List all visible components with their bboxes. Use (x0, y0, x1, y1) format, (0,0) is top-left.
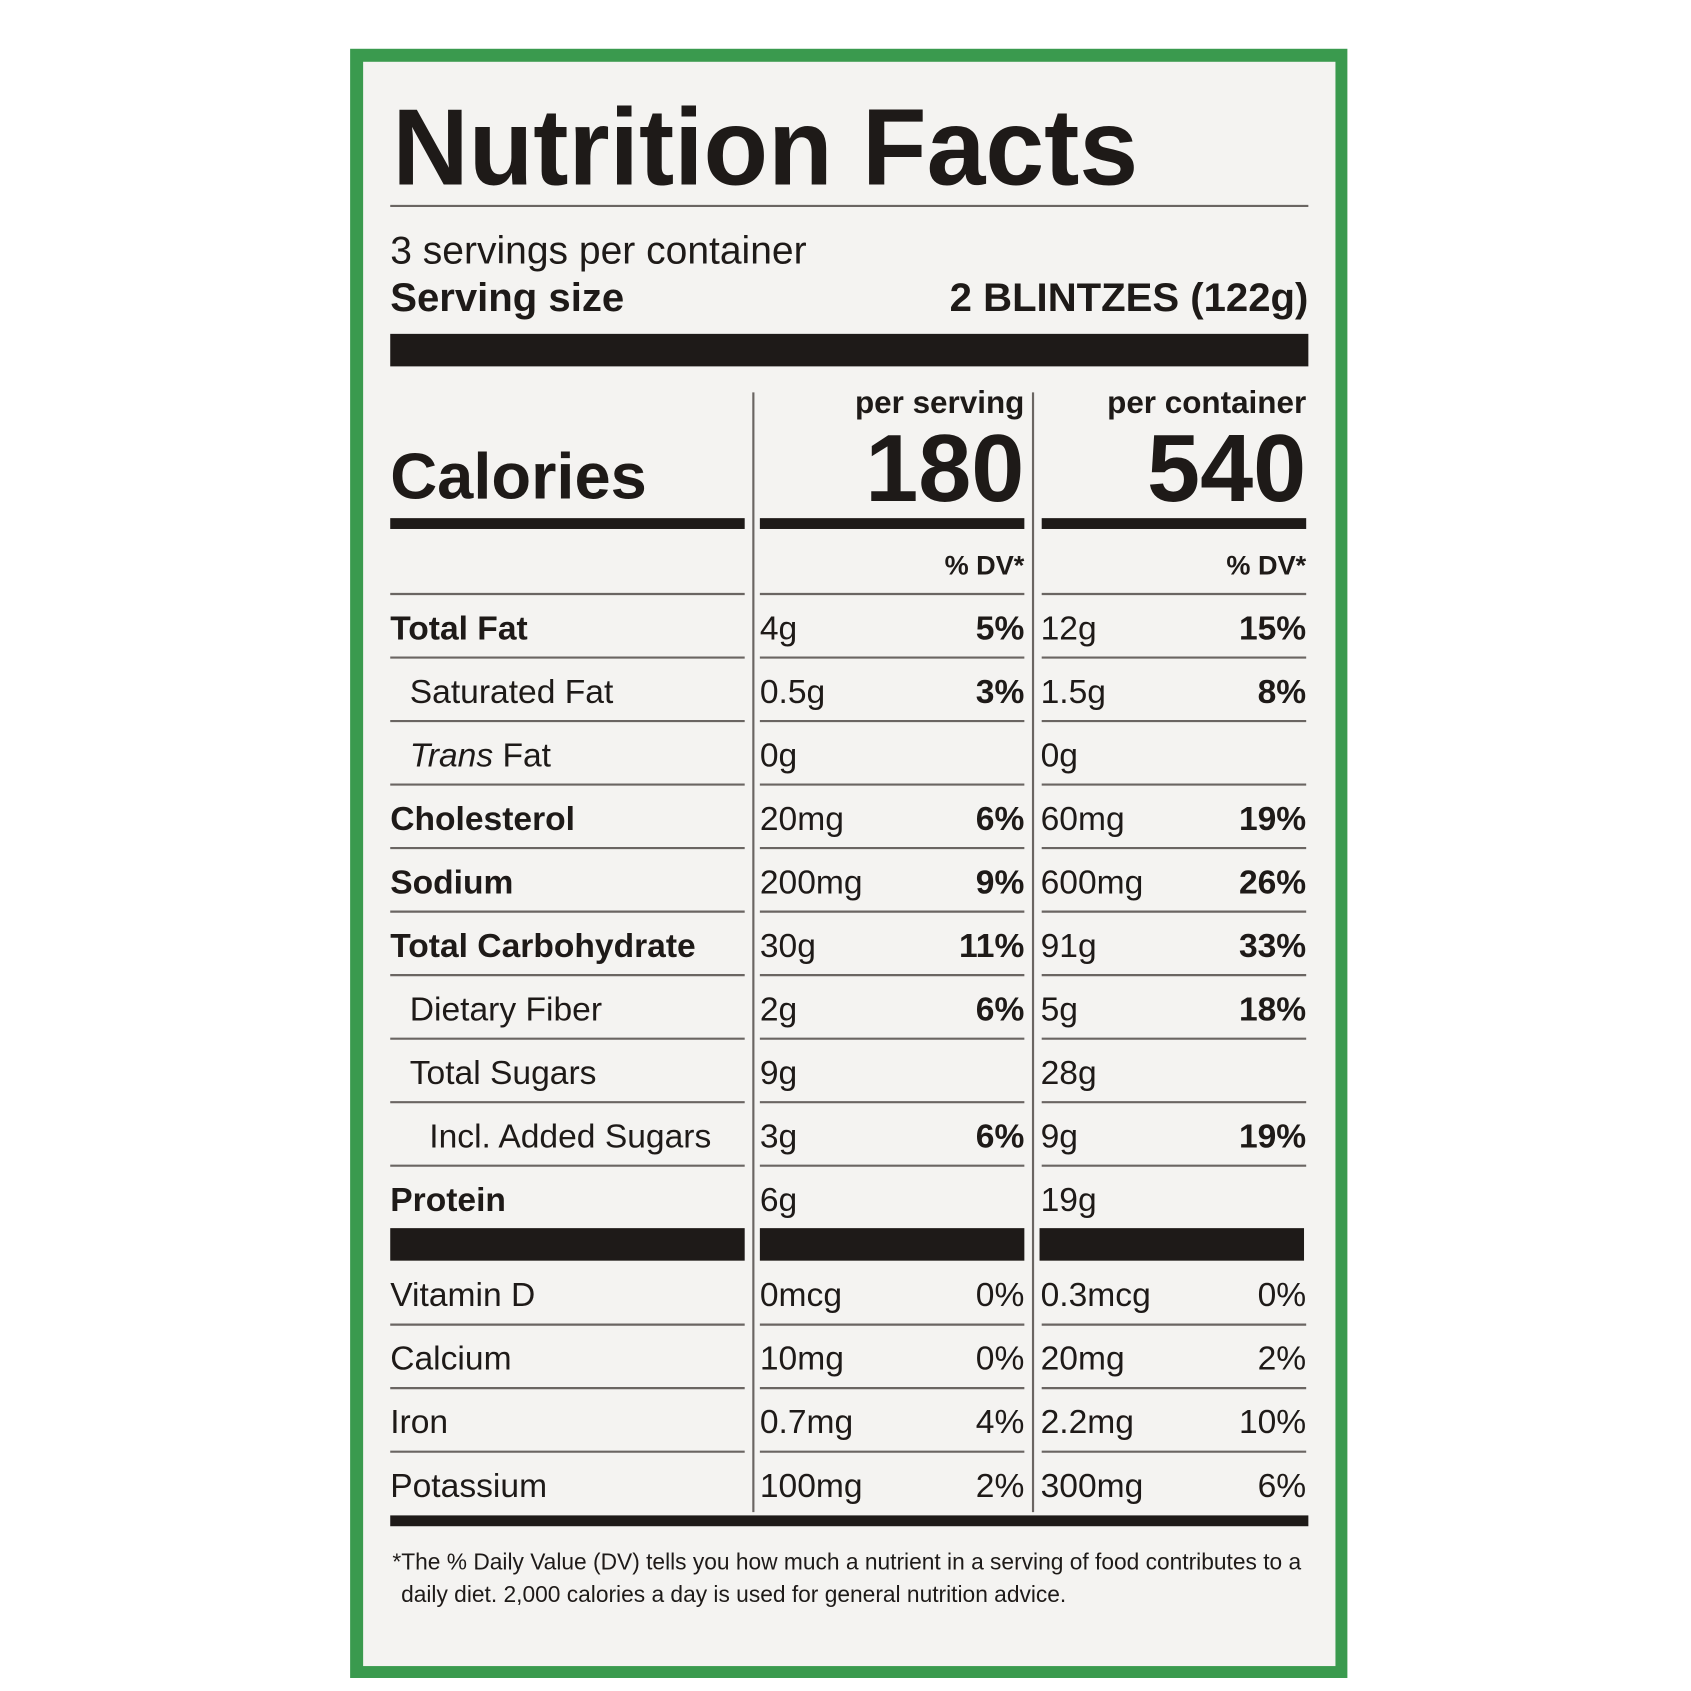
thick-rule (390, 333, 1309, 367)
nutrient-label-text: Total Sugars (410, 1055, 597, 1092)
calories-label: Calories (390, 440, 647, 513)
amount: 10mg (760, 1341, 844, 1378)
daily-value: 8% (1258, 674, 1307, 711)
footnote: *The % Daily Value (DV) tells you how mu… (392, 1549, 1301, 1575)
amount: 1.5g (1041, 674, 1106, 711)
nutrient-label: Incl. Added Sugars (429, 1119, 711, 1156)
daily-value: 19% (1239, 1119, 1306, 1156)
amount: 91g (1041, 928, 1097, 965)
vitamin-label: Vitamin D (390, 1277, 535, 1314)
daily-value: 0% (1258, 1277, 1307, 1314)
vitamin-label: Iron (390, 1404, 448, 1441)
dv-header: % DV* (1226, 550, 1306, 581)
amount: 6g (760, 1182, 797, 1219)
nutrient-label-text: Saturated Fat (410, 674, 614, 711)
amount: 0mcg (760, 1277, 842, 1314)
calories-value: 180 (865, 416, 1024, 522)
amount: 20mg (760, 801, 844, 838)
daily-value: 2% (1258, 1341, 1307, 1378)
thick-rule (390, 1515, 1309, 1527)
nutrient-label: Total Fat (390, 611, 527, 648)
nutrient-label: Dietary Fiber (410, 992, 602, 1029)
amount: 12g (1041, 611, 1097, 648)
serving-size-value: 2 BLINTZES (122g) (950, 276, 1309, 320)
nutrient-label: Total Sugars (410, 1055, 597, 1092)
thick-rule (759, 1228, 1025, 1261)
label-panel (363, 61, 1336, 1667)
amount: 200mg (760, 865, 863, 902)
calories-value: 540 (1147, 416, 1306, 522)
daily-value: 33% (1239, 928, 1306, 965)
nutrient-label: Sodium (390, 865, 513, 902)
nutrient-label: Protein (390, 1182, 506, 1219)
thick-rule (759, 518, 1025, 529)
amount: 5g (1041, 992, 1078, 1029)
daily-value: 11% (959, 928, 1024, 965)
column-header: per container (1107, 385, 1306, 420)
dv-header: % DV* (945, 550, 1025, 581)
amount: 2g (760, 992, 797, 1029)
amount: 600mg (1041, 865, 1144, 902)
servings: 3 servings per container (390, 229, 806, 272)
daily-value: 19% (1239, 801, 1306, 838)
daily-value: 6% (976, 801, 1025, 838)
amount: 30g (760, 928, 816, 965)
daily-value: 0% (976, 1277, 1025, 1314)
amount: 4g (760, 611, 797, 648)
daily-value: 6% (1258, 1468, 1307, 1505)
nutrient-label-text: Total Fat (390, 611, 527, 648)
amount: 20mg (1041, 1341, 1125, 1378)
amount: 0.3mcg (1041, 1277, 1151, 1314)
thick-rule (1039, 1228, 1305, 1261)
nutrient-label-text: Cholesterol (390, 801, 575, 838)
nutrient-label: Total Carbohydrate (390, 928, 696, 965)
column-header: per serving (855, 385, 1024, 420)
daily-value: 26% (1239, 865, 1306, 902)
daily-value: 2% (976, 1468, 1025, 1505)
nutrient-label-text: Dietary Fiber (410, 992, 602, 1029)
daily-value: 3% (976, 674, 1025, 711)
daily-value: 10% (1239, 1404, 1306, 1441)
nutrient-label-italic: Trans (410, 738, 494, 775)
amount: 300mg (1041, 1468, 1144, 1505)
daily-value: 6% (976, 1119, 1025, 1156)
thick-rule (1041, 518, 1307, 529)
nutrient-label-text: Incl. Added Sugars (429, 1119, 711, 1156)
amount: 0.5g (760, 674, 825, 711)
nutrient-label-text: Fat (493, 738, 552, 775)
nutrient-label-text: Total Carbohydrate (390, 928, 696, 965)
daily-value: 9% (976, 865, 1025, 902)
daily-value: 5% (976, 611, 1025, 648)
daily-value: 15% (1239, 611, 1306, 648)
thick-rule (390, 518, 745, 529)
footnote: daily diet. 2,000 calories a day is used… (401, 1581, 1066, 1607)
amount: 100mg (760, 1468, 863, 1505)
title: Nutrition Facts (392, 86, 1138, 207)
serving-size-label: Serving size (390, 276, 624, 320)
nutrient-label-text: Protein (390, 1182, 506, 1219)
vitamin-label: Potassium (390, 1468, 547, 1505)
vitamin-label: Calcium (390, 1341, 511, 1378)
amount: 9g (760, 1055, 797, 1092)
amount: 2.2mg (1041, 1404, 1134, 1441)
amount: 19g (1041, 1182, 1097, 1219)
amount: 0.7mg (760, 1404, 853, 1441)
nutrient-label: Cholesterol (390, 801, 575, 838)
nutrient-label-text: Sodium (390, 865, 513, 902)
daily-value: 18% (1239, 992, 1306, 1029)
daily-value: 6% (976, 992, 1025, 1029)
thick-rule (390, 1228, 745, 1261)
amount: 9g (1041, 1119, 1078, 1156)
amount: 0g (760, 738, 797, 775)
amount: 28g (1041, 1055, 1097, 1092)
nutrient-label: Saturated Fat (410, 674, 614, 711)
amount: 60mg (1041, 801, 1125, 838)
nutrient-label: Trans Fat (410, 738, 552, 775)
daily-value: 4% (976, 1404, 1025, 1441)
daily-value: 0% (976, 1341, 1025, 1378)
amount: 3g (760, 1119, 797, 1156)
amount: 0g (1041, 738, 1078, 775)
